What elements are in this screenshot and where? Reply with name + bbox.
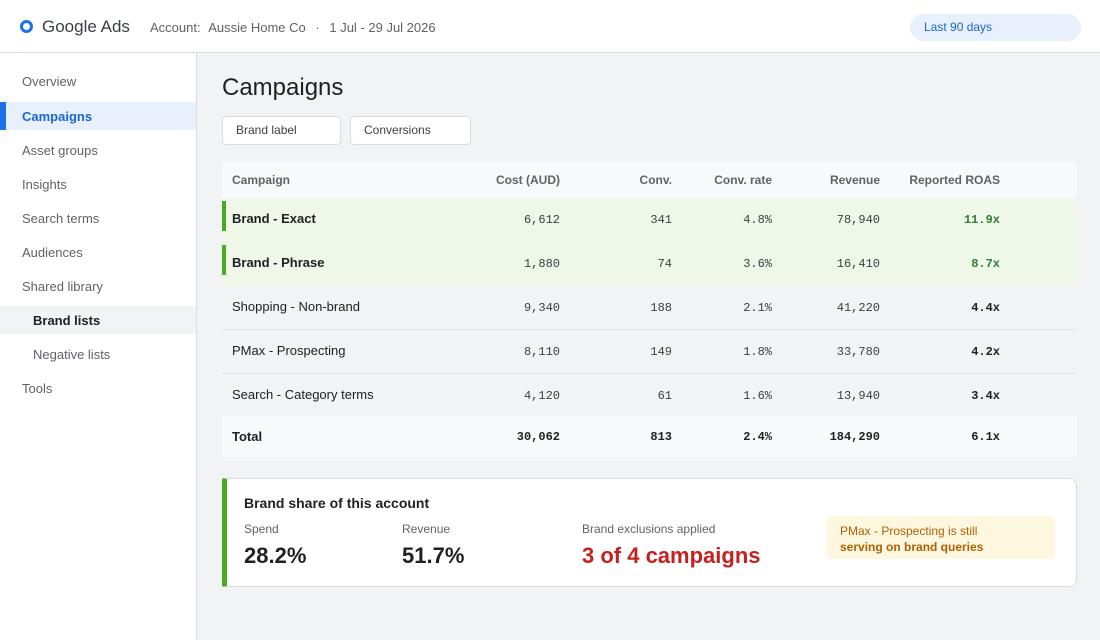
account-name[interactable]: Aussie Home Co xyxy=(208,20,306,35)
revenue-value: 78,940 xyxy=(836,213,880,227)
roas-value: 11.9x xyxy=(963,213,1000,227)
conv-value: 61 xyxy=(657,389,672,403)
sidebar-item-overview[interactable]: Overview xyxy=(22,74,77,89)
column-header-reported-roas[interactable]: Reported ROAS xyxy=(909,173,1000,187)
conv-rate-value: 4.8% xyxy=(743,213,772,227)
spend-value: 28.2% xyxy=(244,543,307,568)
filter-brand-label[interactable]: Brand label xyxy=(222,116,341,145)
date-range: 1 Jul - 29 Jul 2026 xyxy=(329,20,436,35)
cost-value: 1,880 xyxy=(523,257,560,271)
page-title: Campaigns xyxy=(222,74,344,101)
table-row[interactable]: Brand - Exact 6,612 341 4.8% 78,940 11.9… xyxy=(222,198,1077,242)
top-bar: Google Ads Account: Aussie Home Co · 1 J… xyxy=(0,0,1100,53)
total-conv-rate: 2.4% xyxy=(743,430,772,444)
revenue-value: 33,780 xyxy=(836,345,880,359)
campaign-name[interactable]: Search - Category terms xyxy=(232,387,374,402)
table-total-row: Total 30,062 813 2.4% 184,290 6.1x xyxy=(222,416,1077,457)
warning-line-1: PMax - Prospecting is still xyxy=(840,524,978,538)
revenue-value: 13,940 xyxy=(836,389,880,403)
table-row[interactable]: Shopping - Non-brand 9,340 188 2.1% 41,2… xyxy=(222,286,1077,330)
sidebar-item-audiences[interactable]: Audiences xyxy=(22,245,83,260)
conv-value: 149 xyxy=(650,345,672,359)
conv-rate-value: 1.6% xyxy=(743,389,772,403)
revenue-value: 41,220 xyxy=(836,301,880,315)
exclusions-value: 3 of 4 campaigns xyxy=(582,543,761,568)
sidebar-item-asset-groups[interactable]: Asset groups xyxy=(22,143,98,158)
sidebar: Overview Campaigns Asset groups Insights… xyxy=(0,53,197,640)
total-conv: 813 xyxy=(650,430,672,444)
cost-value: 8,110 xyxy=(523,345,560,359)
revenue-value: 51.7% xyxy=(402,543,465,568)
separator: · xyxy=(315,20,320,35)
warning-line-2: serving on brand queries xyxy=(840,540,984,554)
app-name: Google Ads xyxy=(42,17,130,36)
total-revenue: 184,290 xyxy=(829,430,880,444)
column-header-cost[interactable]: Cost (AUD) xyxy=(496,173,560,187)
total-cost: 30,062 xyxy=(516,430,560,444)
cost-value: 9,340 xyxy=(523,301,560,315)
roas-value: 4.4x xyxy=(971,301,1000,315)
exclusions-label: Brand exclusions applied xyxy=(582,522,716,536)
revenue-label: Revenue xyxy=(402,522,451,536)
column-header-conv-rate[interactable]: Conv. rate xyxy=(714,173,772,187)
conv-value: 188 xyxy=(650,301,672,315)
filter-conversions[interactable]: Conversions xyxy=(350,116,471,145)
account-label: Account: xyxy=(150,20,201,35)
total-roas: 6.1x xyxy=(971,430,1000,444)
table-row[interactable]: Search - Category terms 4,120 61 1.6% 13… xyxy=(222,374,1077,418)
roas-value: 8.7x xyxy=(971,257,1000,271)
card-title: Brand share of this account xyxy=(244,495,430,511)
column-header-conv[interactable]: Conv. xyxy=(639,173,672,187)
sidebar-item-insights[interactable]: Insights xyxy=(22,177,67,192)
sidebar-item-brand-lists[interactable]: Brand lists xyxy=(0,306,196,334)
cost-value: 4,120 xyxy=(523,389,560,403)
conv-value: 341 xyxy=(650,213,672,227)
roas-value: 3.4x xyxy=(971,389,1000,403)
column-header-revenue[interactable]: Revenue xyxy=(829,173,880,187)
sidebar-item-shared-library[interactable]: Shared library xyxy=(22,279,103,294)
table-row[interactable]: Brand - Phrase 1,880 74 3.6% 16,410 8.7x xyxy=(222,242,1077,286)
campaign-name[interactable]: Brand - Exact xyxy=(232,211,316,226)
sidebar-item-tools[interactable]: Tools xyxy=(22,381,53,396)
sidebar-item-negative-lists[interactable]: Negative lists xyxy=(33,347,111,362)
total-label: Total xyxy=(232,429,263,444)
sidebar-item-search-terms[interactable]: Search terms xyxy=(22,211,100,226)
conv-rate-value: 2.1% xyxy=(743,301,772,315)
account-info: Account: Aussie Home Co · 1 Jul - 29 Jul… xyxy=(150,20,436,35)
table-row[interactable]: PMax - Prospecting 8,110 149 1.8% 33,780… xyxy=(222,330,1077,374)
google-ads-logo-icon xyxy=(20,20,33,33)
spend-label: Spend xyxy=(244,522,279,536)
cost-value: 6,612 xyxy=(523,213,560,227)
roas-value: 4.2x xyxy=(971,345,1000,359)
brand-share-card: Brand share of this account Spend 28.2% … xyxy=(222,478,1077,587)
conv-rate-value: 1.8% xyxy=(743,345,772,359)
revenue-value: 16,410 xyxy=(836,257,880,271)
campaign-name[interactable]: Brand - Phrase xyxy=(232,255,325,270)
warning-callout: PMax - Prospecting is still serving on b… xyxy=(826,516,1055,559)
table-header: Campaign Cost (AUD) Conv. Conv. rate Rev… xyxy=(222,162,1077,198)
conv-rate-value: 3.6% xyxy=(743,257,772,271)
conv-value: 74 xyxy=(657,257,672,271)
column-header-campaign[interactable]: Campaign xyxy=(232,173,291,187)
sidebar-item-campaigns[interactable]: Campaigns xyxy=(0,102,196,130)
campaign-name[interactable]: Shopping - Non-brand xyxy=(232,299,360,314)
campaign-name[interactable]: PMax - Prospecting xyxy=(232,343,346,358)
date-range-button[interactable]: Last 90 days xyxy=(910,14,1081,41)
